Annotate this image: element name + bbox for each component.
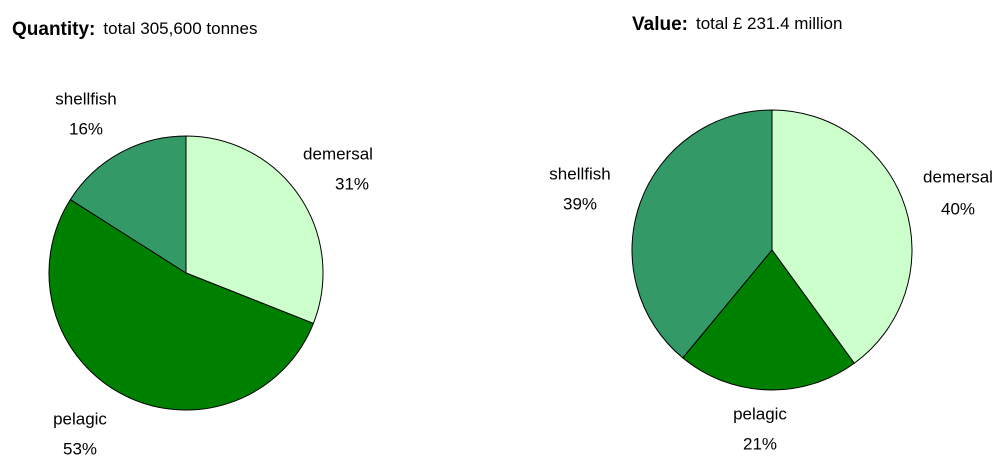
- pie-slice: [682, 249, 855, 391]
- chart-subtitle: total £ 231.4 million: [696, 14, 842, 33]
- slice-value-label: 39%: [563, 194, 597, 213]
- pie-slice: [48, 198, 315, 411]
- slice-label: shellfish: [549, 164, 610, 183]
- chart-title: Quantity:: [12, 19, 95, 40]
- pie-slice: [771, 109, 913, 364]
- slice-value-label: 53%: [63, 439, 97, 458]
- slice-value-label: 40%: [941, 199, 975, 218]
- slice-value-label: 16%: [69, 119, 103, 138]
- pie-slice: [631, 109, 773, 359]
- chart-title: Value:: [632, 14, 688, 35]
- slice-label: demersal: [303, 144, 373, 163]
- slice-label: pelagic: [733, 404, 787, 423]
- title-line: Quantity: total 305,600 tonnes: [12, 19, 257, 40]
- title-line: Value: total £ 231.4 million: [632, 14, 842, 35]
- slice-value-label: 21%: [743, 434, 777, 453]
- chart-subtitle: total 305,600 tonnes: [103, 19, 257, 38]
- slice-label: pelagic: [53, 409, 107, 428]
- slice-label: demersal: [923, 167, 993, 186]
- slice-value-label: 31%: [335, 174, 369, 193]
- pie-slice: [185, 135, 324, 325]
- pie-slice: [69, 135, 187, 274]
- slice-label: shellfish: [55, 89, 116, 108]
